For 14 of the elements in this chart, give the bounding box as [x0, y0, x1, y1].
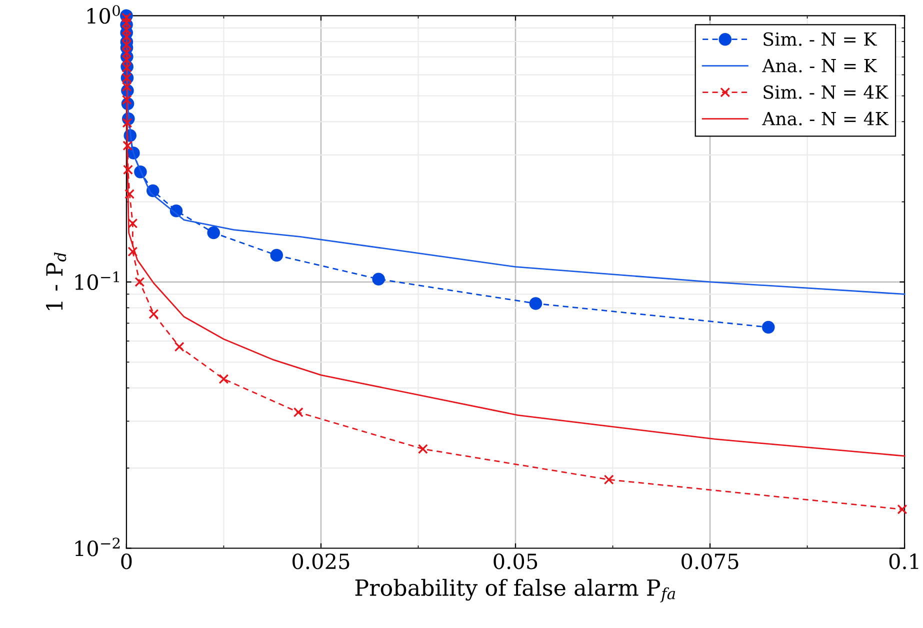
y-tick-label: 10$^{−2}$	[75, 538, 120, 556]
legend-label: Ana. - N = K	[762, 59, 878, 72]
x-tick-label: 0.1	[889, 553, 918, 570]
x-tick-label: 0.05	[494, 553, 538, 570]
y-axis-title: 1 - P$_{d}$	[46, 252, 66, 310]
legend-label: Sim. - N = 4K	[764, 85, 888, 99]
y-tick-label: 10$^{0}$	[87, 5, 120, 24]
x-tick-label: 0	[121, 553, 132, 570]
legend-label: Sim. - N = K	[764, 32, 877, 46]
y-tick-label: 10$^{−1}$	[75, 271, 119, 290]
x-axis-title: Probability of false alarm P$_{fa}$	[355, 578, 676, 602]
legend-label: Ana. - N = 4K	[762, 112, 889, 126]
x-tick-label: 0.075	[682, 553, 738, 570]
x-tick-label: 0.025	[292, 553, 350, 570]
